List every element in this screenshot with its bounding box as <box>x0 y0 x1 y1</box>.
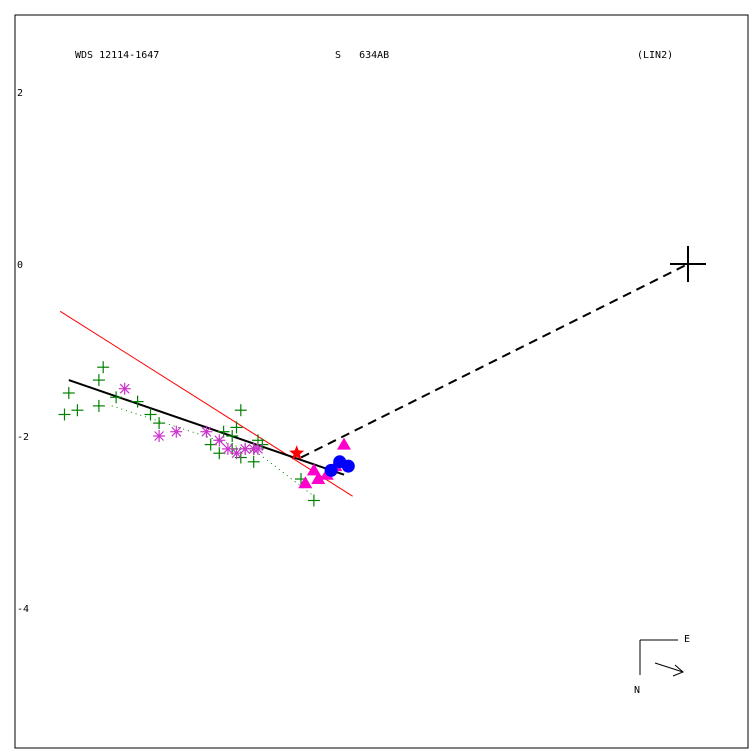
data-point-plus <box>144 408 157 421</box>
y-tick-label: -4 <box>17 604 29 615</box>
data-point-triangle <box>298 476 313 489</box>
data-point-asterisk <box>213 434 226 447</box>
motion-arrow-head <box>672 664 684 677</box>
primary-star-marker <box>670 246 706 282</box>
data-point-plus <box>247 455 260 468</box>
fit-line <box>59 310 353 497</box>
dotted-orbit-line <box>111 405 315 497</box>
data-point-plus <box>71 404 84 417</box>
data-point-plus <box>92 374 105 387</box>
compass-east-label: E <box>684 634 690 645</box>
wds-label: WDS 12114-1647 <box>75 50 159 61</box>
y-tick-labels: 2 0 -2 -4 <box>17 88 29 615</box>
motion-arrow-shaft <box>654 662 684 673</box>
y-tick-label: -2 <box>17 432 29 443</box>
data-point-plus <box>131 395 144 408</box>
data-point-asterisk <box>153 430 166 442</box>
compass-north-label: N <box>634 685 640 696</box>
data-point-plus <box>153 417 166 430</box>
data-point-asterisk <box>200 425 213 438</box>
plot-frame <box>14 14 749 749</box>
discoverer-label: S 634AB <box>335 50 389 61</box>
data-point-circle <box>324 463 338 477</box>
data-point-plus <box>92 399 105 412</box>
data-marks <box>58 361 355 507</box>
data-point-plus <box>97 361 110 374</box>
method-label: (LIN2) <box>637 50 673 61</box>
data-point-triangle <box>311 472 326 484</box>
data-point-asterisk <box>252 442 264 455</box>
compass: E N <box>634 634 690 696</box>
y-tick-label: 0 <box>17 260 23 271</box>
y-tick-label: 2 <box>17 88 23 99</box>
data-point-circle <box>341 459 355 473</box>
data-point-triangle <box>306 463 321 476</box>
data-point-asterisk <box>170 425 183 438</box>
data-point-plus <box>110 391 123 404</box>
data-point-plus <box>62 387 75 399</box>
data-point-star <box>289 445 305 460</box>
data-point-plus <box>226 430 239 442</box>
data-point-plus <box>307 494 320 507</box>
data-point-asterisk <box>118 382 131 395</box>
data-point-plus <box>234 404 247 417</box>
dashed-connector-line <box>300 263 689 459</box>
data-point-triangle <box>337 437 351 450</box>
data-point-plus <box>58 408 71 421</box>
data-point-plus <box>230 421 243 434</box>
